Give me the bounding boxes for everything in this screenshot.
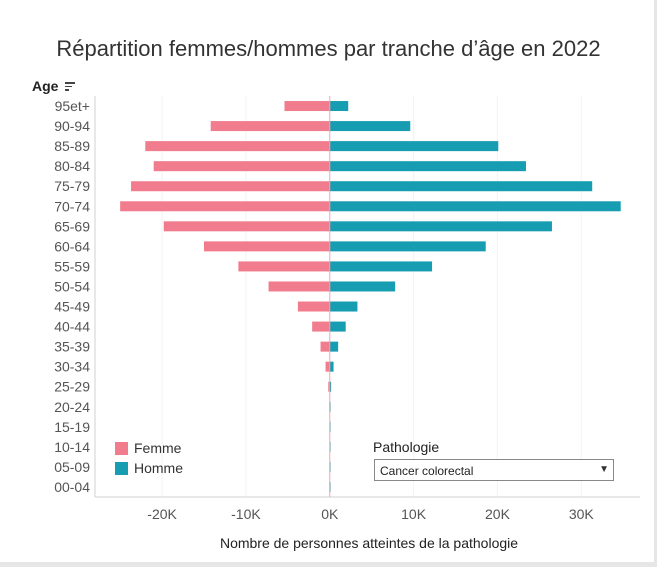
- x-tick-label: 20K: [485, 506, 511, 522]
- legend-swatch-femme[interactable]: [115, 442, 128, 455]
- bar-homme-95et+[interactable]: [329, 101, 349, 112]
- bar-homme-40-44[interactable]: [329, 321, 346, 332]
- bar-femme-65-69[interactable]: [163, 221, 330, 232]
- pathology-filter-label: Pathologie: [373, 439, 440, 455]
- y-tick-label: 25-29: [54, 379, 90, 395]
- bar-femme-60-64[interactable]: [204, 241, 330, 252]
- bar-homme-50-54[interactable]: [329, 281, 396, 292]
- bar-homme-55-59[interactable]: [329, 261, 433, 272]
- bar-homme-65-69[interactable]: [329, 221, 552, 232]
- bar-femme-25-29[interactable]: [328, 381, 330, 392]
- y-tick-label: 95et+: [55, 98, 90, 114]
- bar-homme-75-79[interactable]: [329, 181, 593, 192]
- y-tick-label: 85-89: [54, 138, 90, 154]
- frame-border-right: [654, 0, 657, 567]
- bar-femme-80-84[interactable]: [153, 161, 330, 172]
- y-tick-label: 30-34: [54, 359, 90, 375]
- y-tick-labels: 95et+ 90-94 85-89 80-84 75-79 70-74 65-69 60-64…: [54, 98, 90, 495]
- bar-homme-85-89[interactable]: [329, 141, 499, 152]
- x-tick-label: -10K: [231, 506, 261, 522]
- y-tick-label: 65-69: [54, 218, 90, 234]
- legend-label-femme[interactable]: Femme: [134, 440, 182, 456]
- bar-femme-35-39[interactable]: [320, 341, 330, 352]
- bar-homme-35-39[interactable]: [329, 341, 339, 352]
- bar-homme-80-84[interactable]: [329, 161, 526, 172]
- bar-homme-45-49[interactable]: [329, 301, 358, 312]
- y-tick-label: 80-84: [54, 158, 90, 174]
- bar-femme-70-74[interactable]: [120, 201, 330, 212]
- sort-descending-icon[interactable]: [65, 82, 75, 91]
- bar-femme-55-59[interactable]: [238, 261, 330, 272]
- y-tick-label: 70-74: [54, 198, 90, 214]
- y-tick-label: 20-24: [54, 399, 90, 415]
- bar-femme-30-34[interactable]: [325, 361, 330, 372]
- y-tick-label: 50-54: [54, 278, 90, 294]
- bar-femme-75-79[interactable]: [131, 181, 330, 192]
- pathology-selected-value: Cancer colorectal: [380, 464, 474, 478]
- caret-down-icon[interactable]: ▼: [599, 464, 609, 475]
- bar-femme-45-49[interactable]: [297, 301, 330, 312]
- age-axis-header: Age: [32, 78, 59, 94]
- pathology-filter-dropdown[interactable]: Cancer colorectal ▼: [374, 459, 614, 481]
- x-tick-labels: -20K -10K 0K 10K 20K 30K: [147, 506, 594, 522]
- bar-femme-95et+[interactable]: [284, 101, 330, 112]
- bar-homme-70-74[interactable]: [329, 201, 621, 212]
- y-tick-label: 40-44: [54, 319, 90, 335]
- y-tick-label: 90-94: [54, 118, 90, 134]
- bar-homme-25-29[interactable]: [329, 381, 332, 392]
- x-axis-title: Nombre de personnes atteintes de la path…: [219, 535, 519, 551]
- y-tick-label: 60-64: [54, 238, 90, 254]
- bar-femme-40-44[interactable]: [312, 321, 330, 332]
- legend-label-homme[interactable]: Homme: [134, 460, 184, 476]
- frame-border-bottom: [0, 562, 657, 567]
- y-tick-label: 10-14: [54, 439, 90, 455]
- gridlines: [161, 96, 582, 497]
- y-tick-label: 05-09: [54, 459, 90, 475]
- y-tick-label: 15-19: [54, 419, 90, 435]
- x-tick-label: 0K: [321, 506, 339, 522]
- bar-homme-30-34[interactable]: [329, 361, 334, 372]
- bar-homme-90-94[interactable]: [329, 121, 411, 132]
- y-tick-label: 75-79: [54, 178, 90, 194]
- x-tick-label: -20K: [147, 506, 177, 522]
- y-tick-label: 00-04: [54, 479, 90, 495]
- x-tick-label: 30K: [569, 506, 595, 522]
- bar-femme-50-54[interactable]: [268, 281, 330, 292]
- y-tick-label: 35-39: [54, 339, 90, 355]
- chart-title: Répartition femmes/hommes par tranche d’…: [56, 36, 601, 61]
- bar-femme-90-94[interactable]: [210, 121, 330, 132]
- legend-swatch-homme[interactable]: [115, 462, 128, 475]
- x-tick-label: 10K: [401, 506, 427, 522]
- bars: [120, 101, 621, 492]
- y-tick-label: 55-59: [54, 258, 90, 274]
- y-tick-label: 45-49: [54, 299, 90, 315]
- bar-femme-85-89[interactable]: [145, 141, 330, 152]
- bar-homme-60-64[interactable]: [329, 241, 486, 252]
